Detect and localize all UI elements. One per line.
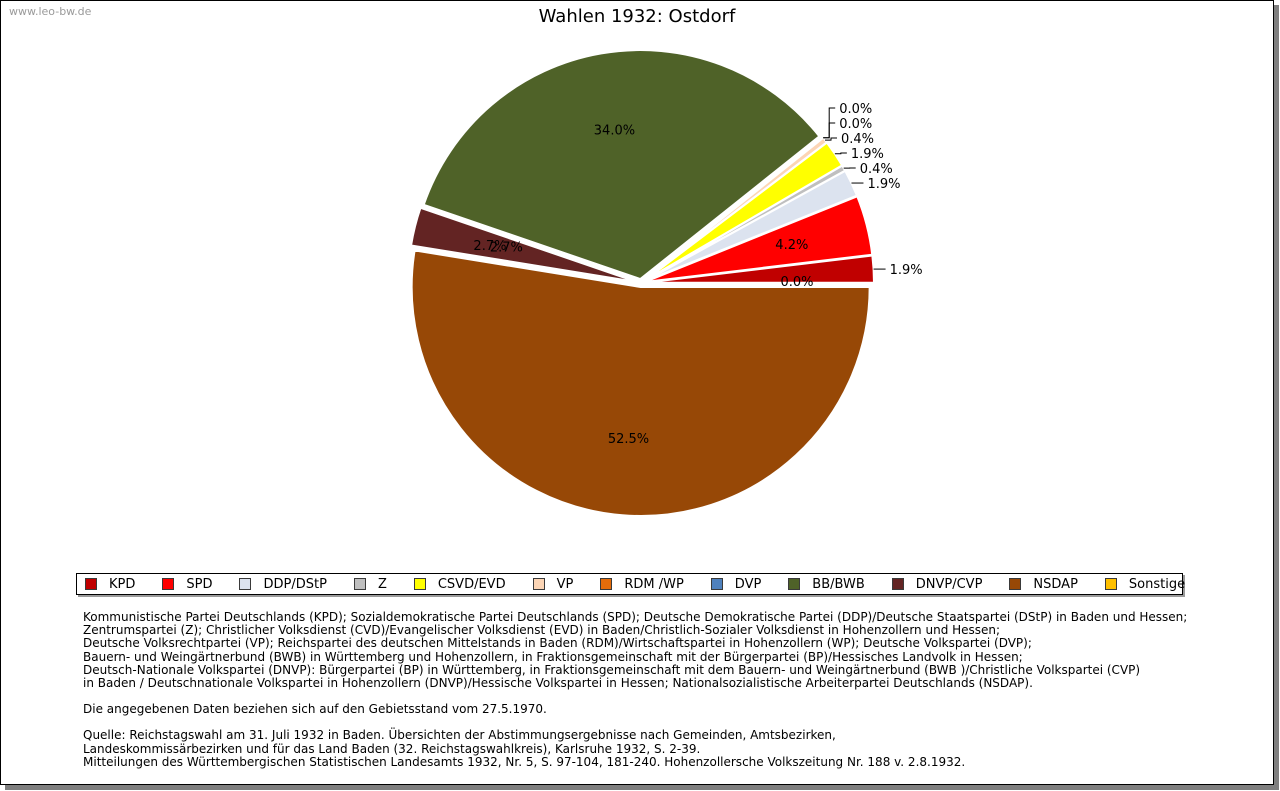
legend-item: CSVD/EVD bbox=[413, 576, 506, 592]
legend-item: NSDAP bbox=[1009, 577, 1078, 592]
party-note-line: Deutsche Volksrechtpartei (VP); Reichspa… bbox=[83, 636, 1032, 651]
slice-value-label: 1.9% bbox=[867, 177, 900, 192]
legend-item: DVP bbox=[710, 576, 762, 592]
slice-value-label: 4.2% bbox=[775, 238, 808, 253]
chart-legend: KPD SPD DDP/DStP Z CSVD/EVD VP RDM /WP DVP BB/BW… bbox=[76, 573, 1186, 595]
notes-block: Kommunistische Partei Deutschlands (KPD)… bbox=[83, 610, 1243, 769]
legend-label: KPD bbox=[109, 576, 136, 592]
legend-item: DDP/DStP bbox=[239, 576, 327, 592]
legend-label: DVP bbox=[734, 576, 762, 592]
slice-value-label: 1.9% bbox=[851, 147, 884, 162]
legend-label: CSVD/EVD bbox=[437, 576, 506, 592]
legend-swatch bbox=[85, 578, 97, 590]
legend-swatch bbox=[788, 578, 801, 590]
legend-swatch bbox=[1009, 578, 1022, 590]
legend-label: Sonstige bbox=[1128, 576, 1186, 592]
source-note-line: Mitteilungen des Württembergischen Stati… bbox=[83, 754, 966, 769]
party-note-line: Bauern- und Weingärtnerbund (BWB) in Wür… bbox=[83, 649, 1023, 664]
watermark: www.leo-bw.de bbox=[9, 5, 92, 18]
pie-chart: Wahlen 1932: Ostdorf 4.2% 34.0% 2.7% 52.5% 1… bbox=[409, 6, 923, 517]
party-note-line: Kommunistische Partei Deutschlands (KPD)… bbox=[83, 610, 1188, 624]
legend-swatch bbox=[532, 578, 545, 590]
slice-value-label: 2.7% bbox=[490, 240, 523, 255]
source-note-line: Landeskommissärbezirken und für das Land… bbox=[83, 741, 701, 756]
legend-item: KPD bbox=[85, 577, 135, 592]
legend-label: NSDAP bbox=[1033, 576, 1078, 592]
chart-title: Wahlen 1932: Ostdorf bbox=[539, 6, 736, 27]
slice-value-label: 0.4% bbox=[860, 162, 893, 177]
slice-value-label: 0.4% bbox=[841, 132, 874, 147]
party-note-line: Deutsch-Nationale Volkspartei (DNVP): Bü… bbox=[83, 662, 1141, 677]
legend-swatch bbox=[413, 578, 426, 590]
source-notes: Quelle: Reichstagswahl am 31. Juli 1932 … bbox=[83, 729, 1243, 769]
territory-note: Die angegebenen Daten beziehen sich auf … bbox=[83, 702, 547, 717]
slice-value-label: 0.0% bbox=[839, 102, 872, 117]
legend-label: RDM /WP bbox=[624, 576, 684, 592]
legend-item: SPD bbox=[162, 577, 212, 592]
party-note-line: Zentrumspartei (Z); Christlicher Volksdi… bbox=[83, 623, 1001, 638]
legend-swatch bbox=[710, 578, 723, 590]
legend-label: VP bbox=[556, 576, 574, 592]
legend-item: BB/BWB bbox=[788, 576, 865, 592]
slice-value-label: 34.0% bbox=[594, 124, 635, 139]
label-leader-line bbox=[823, 107, 836, 139]
legend-swatch bbox=[239, 578, 252, 590]
pie-slice-nsdap bbox=[410, 249, 871, 517]
legend-item: Z bbox=[353, 576, 387, 592]
slice-value-label: 1.9% bbox=[890, 263, 923, 278]
legend-swatch bbox=[891, 578, 904, 590]
legend-swatch bbox=[162, 578, 175, 590]
label-leader-line bbox=[825, 137, 838, 141]
legend-label: DDP/DStP bbox=[263, 576, 327, 592]
party-note-line: in Baden / Deutschnationale Volkspartei … bbox=[83, 676, 1033, 691]
pie-slice-dnvp-cvp bbox=[409, 206, 638, 284]
slice-value-label: 52.5% bbox=[608, 432, 649, 447]
party-notes: Kommunistische Partei Deutschlands (KPD)… bbox=[83, 610, 1243, 691]
legend-item: DNVP/CVP bbox=[891, 576, 983, 592]
legend-label: Z bbox=[377, 576, 387, 592]
legend-item: VP bbox=[532, 576, 574, 592]
legend-label: DNVP/CVP bbox=[915, 576, 983, 592]
legend-swatch bbox=[353, 578, 366, 590]
label-leader-line bbox=[834, 152, 847, 155]
slice-value-label: 0.0% bbox=[780, 275, 813, 290]
legend-item: Sonstige bbox=[1104, 576, 1186, 592]
legend-label: SPD bbox=[186, 576, 213, 592]
legend-swatch bbox=[600, 578, 613, 590]
slice-value-label: 2.7% bbox=[473, 239, 506, 254]
legend-swatch bbox=[1104, 578, 1117, 590]
legend-item: RDM /WP bbox=[600, 576, 684, 592]
legend-label: BB/BWB bbox=[812, 576, 865, 592]
source-note-line: Quelle: Reichstagswahl am 31. Juli 1932 … bbox=[83, 728, 836, 743]
pie-slice-bb-bwb bbox=[422, 49, 821, 281]
slice-value-label: 0.0% bbox=[839, 117, 872, 132]
